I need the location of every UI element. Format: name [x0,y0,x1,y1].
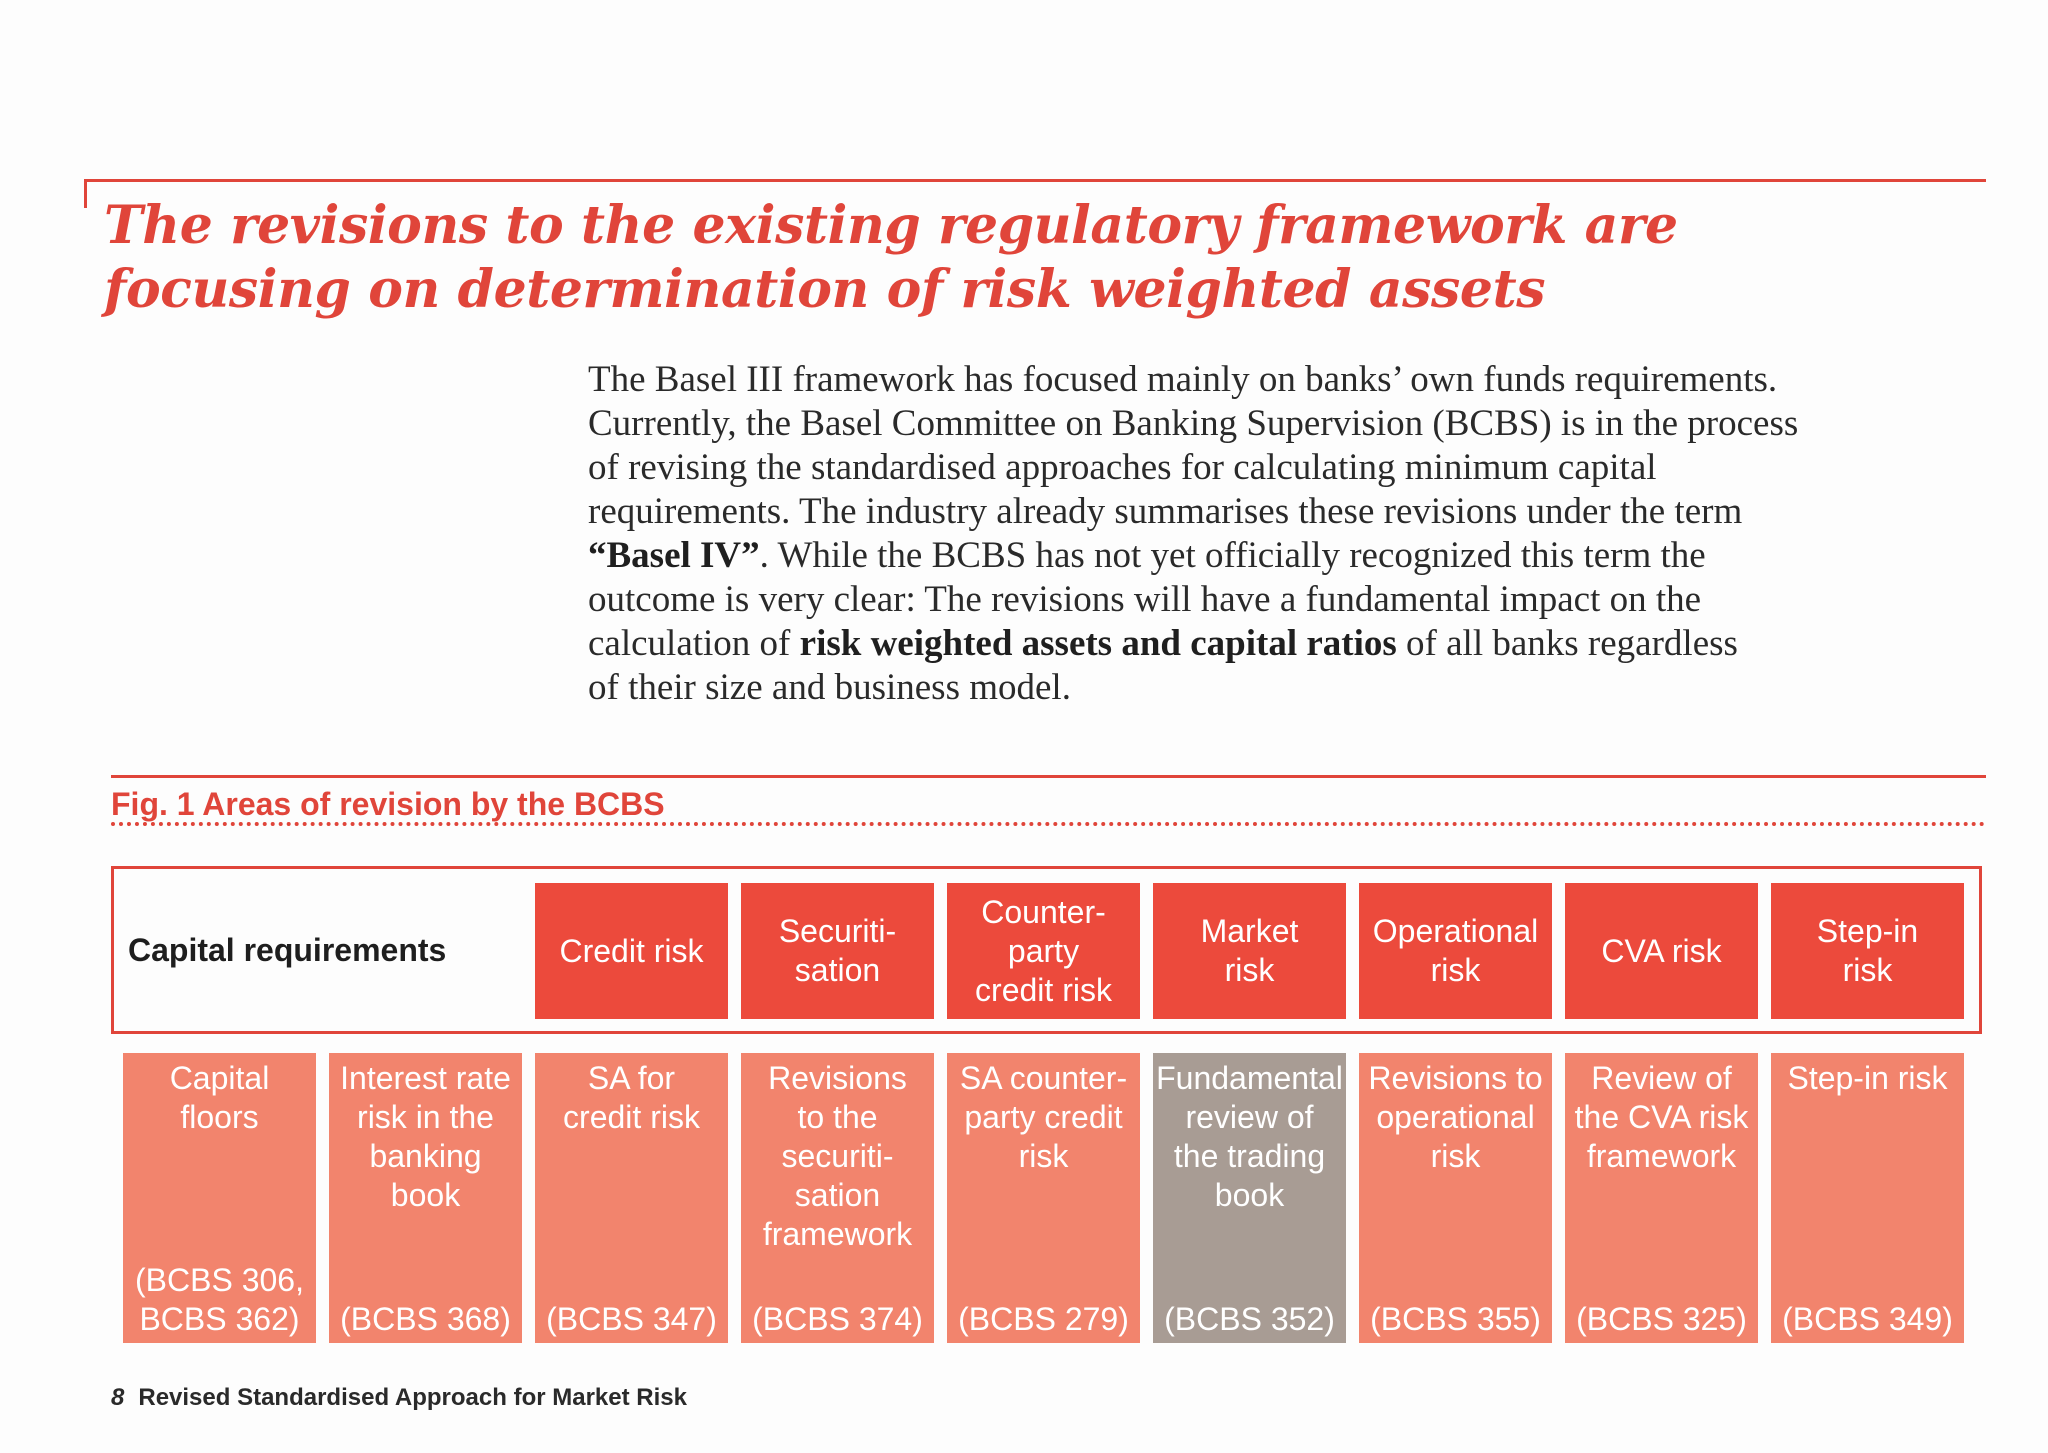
intro-line: Currently, the Basel Committee on Bankin… [588,403,1799,444]
revision-area-label: risk [1018,1138,1069,1174]
risk-category-label: Market [1200,913,1299,949]
intro-text: . While the BCBS has not yet officially … [759,535,1706,576]
revision-area-label: the trading [1173,1138,1326,1174]
basel-iv-term: “Basel IV” [588,535,760,576]
revision-area-label: Fundamental [1156,1060,1343,1096]
revision-area-box: SA for credit risk (BCBS 347) [535,1053,728,1343]
page-title-line: The revisions to the existing regulatory… [104,195,1678,256]
revision-area-box: Review of the CVA risk framework (BCBS 325) [1565,1053,1758,1343]
revision-area-label: operational [1376,1099,1535,1135]
heading-rule [84,179,1986,182]
intro-line: requirements. The industry already summa… [588,491,1743,532]
risk-category-box: CVA risk [1565,883,1758,1019]
heading-rule-corner [84,179,87,208]
revision-area-label: Capital [169,1060,270,1096]
revision-area-label: party credit [964,1099,1123,1135]
rwa-emphasis: risk weighted assets and capital ratios [799,623,1397,664]
revision-area-label: SA for [587,1060,676,1096]
risk-category-box: Securiti-sation [741,883,934,1019]
capital-requirements-frame [111,866,1982,1034]
risk-category-label: CVA risk [1601,932,1722,969]
risk-category-label: Operational [1372,913,1539,949]
bcbs-reference: (BCBS 325) [1576,1301,1747,1337]
revision-area-label: Revisions [768,1060,907,1096]
capital-requirements-label: Capital requirements [128,931,447,968]
revision-area-label: sation [794,1177,881,1213]
revision-area-label: to the [797,1099,878,1135]
revision-area-box: Step-in risk (BCBS 349) [1771,1053,1964,1343]
revision-area-box: Interest rate risk in the banking book (BCBS… [329,1053,522,1343]
risk-category-box: Credit risk [535,883,728,1019]
risk-category-label: credit risk [975,971,1112,1008]
bcbs-reference: (BCBS 355) [1370,1301,1541,1337]
bcbs-reference: (BCBS 349) [1782,1301,1953,1337]
risk-category-label: risk [1842,952,1893,988]
risk-category-label: Credit risk [559,932,704,969]
risk-category-box: Operational risk [1359,883,1552,1019]
intro-line: of their size and business model. [588,667,1071,708]
risk-category-label: Step-in [1816,913,1919,949]
bcbs-reference: (BCBS 352) [1164,1301,1335,1337]
revision-area-box: Capital floors (BCBS 306, BCBS 362) [123,1053,316,1343]
revision-area-label: risk [1430,1138,1481,1174]
revision-area-box: Revisions to operational risk (BCBS 355) [1359,1053,1552,1343]
revision-area-label: risk in the [357,1099,494,1135]
risk-category-box: Market risk [1153,883,1346,1019]
revision-area-label: Step-in risk [1787,1060,1948,1096]
bcbs-reference: (BCBS 279) [958,1301,1129,1337]
risk-category-label: Counter- [981,893,1106,930]
intro-text: of all banks regardless [1396,623,1738,664]
publication-title: Revised Standardised Approach for Market… [138,1384,687,1411]
bcbs-reference: (BCBS 374) [752,1301,923,1337]
revision-area-label: Interest rate [340,1060,511,1096]
risk-category-label: party [1007,932,1080,969]
figure-dotted-rule [111,822,1986,826]
intro-paragraph: The Basel III framework has focused main… [588,358,1998,710]
revision-area-label: framework [1586,1138,1737,1174]
bcbs-reference: (BCBS 306, [135,1262,304,1298]
revision-area-label: book [390,1177,461,1213]
intro-line: of revising the standardised approaches … [588,447,1657,488]
revision-area-label: SA counter- [959,1060,1128,1096]
intro-text: calculation of [588,623,800,664]
page-title: The revisions to the existing regulatory… [104,194,1984,322]
revision-area-box: SA counter-party credit risk (BCBS 279) [947,1053,1140,1343]
revision-area-box: Fundamental review of the trading book (BCBS… [1153,1053,1346,1343]
risk-category-label: Securiti- [778,913,897,949]
page-footer: 8 Revised Standardised Approach for Marke… [111,1384,687,1412]
page-title-line: focusing on determination of risk weight… [104,259,1546,320]
revision-area-label: floors [180,1099,259,1135]
intro-line: outcome is very clear: The revisions wil… [588,579,1702,620]
revision-area-label: credit risk [563,1099,700,1135]
risk-category-label: sation [794,952,881,988]
risk-category-label: risk [1430,952,1481,988]
figure-caption: Fig. 1 Areas of revision by the BCBS [111,786,665,822]
revision-area-label: framework [762,1216,913,1252]
risk-category-box: Counter-party credit risk [947,883,1140,1019]
revision-area-label: securiti- [781,1138,894,1174]
revision-area-label: review of [1185,1099,1314,1135]
revision-area-box: Revisions to the securiti-sation framework (… [741,1053,934,1343]
intro-line: The Basel III framework has focused main… [588,359,1778,400]
bcbs-reference: BCBS 362) [139,1301,300,1337]
bcbs-reference: (BCBS 368) [340,1301,511,1337]
figure-rule [111,775,1986,778]
revision-area-label: banking [369,1138,482,1174]
revision-area-label: book [1214,1177,1285,1213]
risk-category-box: Step-in risk [1771,883,1964,1019]
intro-line: calculation of risk weighted assets and … [588,622,1998,666]
revision-area-label: Revisions to [1368,1060,1543,1096]
revision-area-label: the CVA risk [1574,1099,1749,1135]
revision-area-label: Review of [1591,1060,1732,1096]
intro-line: “Basel IV”. While the BCBS has not yet o… [588,534,1998,578]
page-number: 8 [111,1384,125,1411]
bcbs-reference: (BCBS 347) [546,1301,717,1337]
risk-category-label: risk [1224,952,1275,988]
